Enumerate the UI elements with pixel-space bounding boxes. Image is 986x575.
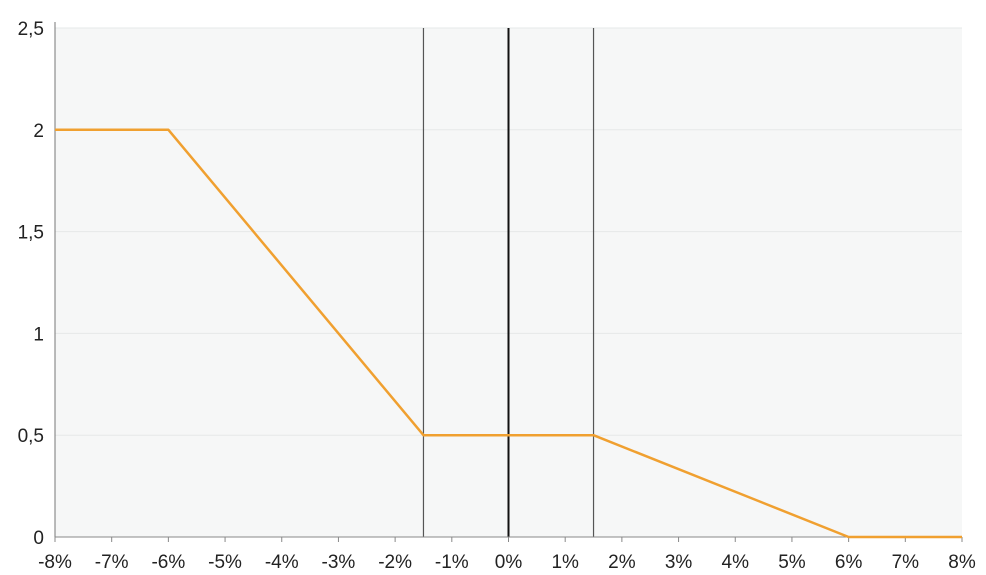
x-tick-label: -7% — [95, 552, 129, 573]
x-tick-label: 7% — [892, 552, 920, 573]
y-tick-label: 1,5 — [18, 223, 44, 244]
series-line-0 — [55, 128, 962, 539]
vertical-reference-lines — [422, 28, 595, 537]
y-axis-tick-labels: 0 0,5 1 1,5 2 2,5 — [18, 19, 44, 549]
axes — [54, 22, 963, 542]
y-tick-label: 0,5 — [18, 426, 44, 447]
x-tick-label: 6% — [835, 552, 863, 573]
x-tick-label: -8% — [38, 552, 72, 573]
x-tick-label: 1% — [551, 552, 579, 573]
x-tick-label: 2% — [608, 552, 636, 573]
x-axis-tick-labels: -8% -7% -6% -5% -4% -3% -2% -1% 0% 1% 2% 3% 4% 5% 6% 7%… — [38, 552, 976, 573]
data-series — [54, 128, 963, 539]
y-tick-label: 0 — [33, 528, 44, 549]
x-tick-label: -3% — [322, 552, 356, 573]
x-tick-label: 8% — [948, 552, 976, 573]
x-tick-label: -2% — [378, 552, 412, 573]
x-tick-label: -4% — [265, 552, 299, 573]
x-tick-label: 0% — [495, 552, 523, 573]
x-tick-label: -1% — [435, 552, 469, 573]
y-tick-label: 2 — [33, 121, 44, 142]
x-tick-label: -6% — [151, 552, 185, 573]
y-tick-label: 2,5 — [18, 19, 44, 40]
x-tick-label: 4% — [722, 552, 750, 573]
x-tick-label: -5% — [208, 552, 242, 573]
x-tick-label: 5% — [778, 552, 806, 573]
y-tick-label: 1 — [33, 324, 44, 345]
x-tick-label: 3% — [665, 552, 693, 573]
